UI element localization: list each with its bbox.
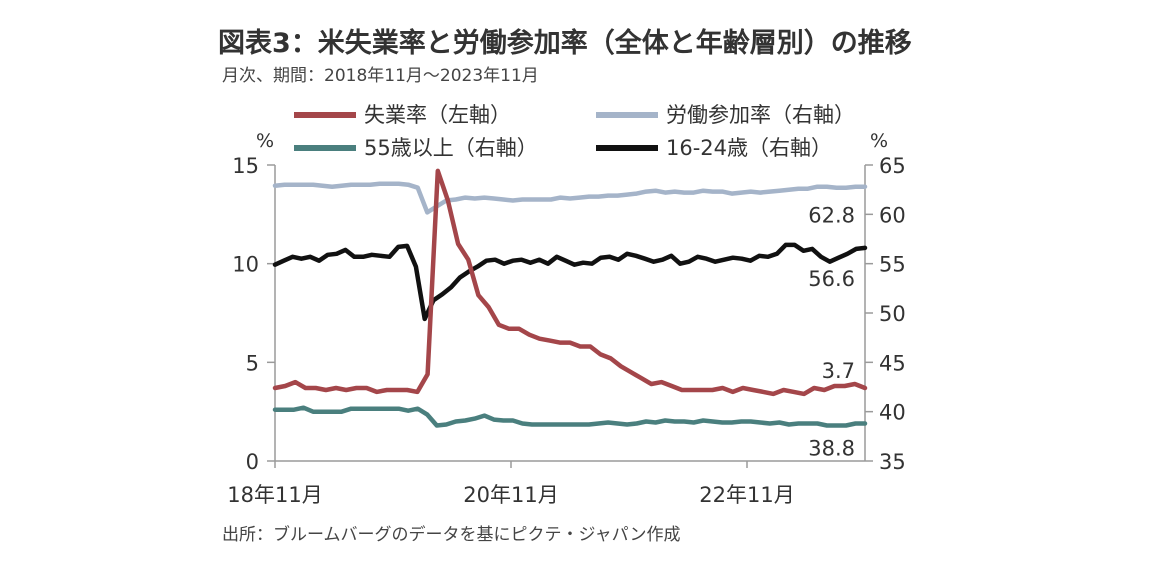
right-tick-label: 65 (879, 154, 906, 178)
left-tick-label: 10 (232, 253, 259, 277)
x-axis-ticks: 18年11月 20年11月 22年11月 (227, 461, 795, 507)
series-line-0 (272, 168, 868, 397)
right-tick-label: 35 (879, 450, 906, 474)
end-label-3: 56.6 (808, 267, 855, 291)
left-tick-label: 5 (246, 351, 259, 375)
chart-subtitle: 月次、期間：2018年11月～2023年11月 (222, 66, 539, 86)
left-axis-ticks: 0 5 10 15 (232, 154, 275, 474)
legend-label-1: 労働参加率（右軸） (666, 103, 855, 127)
x-tick-label: 20年11月 (463, 483, 558, 507)
right-tick-label: 60 (879, 203, 906, 227)
x-tick-label: 22年11月 (699, 483, 794, 507)
right-axis-ticks: 35 40 45 50 55 60 65 (865, 154, 906, 474)
end-label-2: 38.8 (808, 437, 855, 461)
left-tick-label: 0 (246, 450, 259, 474)
series-layer (272, 168, 868, 428)
right-axis-unit: % (870, 130, 888, 152)
plot-area: 0 5 10 15 35 40 45 50 55 60 65 18年11月 20年11月 22年11月… (227, 154, 905, 507)
legend: 失業率（左軸） 労働参加率（右軸） 55歳以上（右軸） 16-24歳（右軸） (294, 103, 855, 160)
left-tick-label: 15 (232, 154, 259, 178)
right-tick-label: 50 (879, 302, 906, 326)
series-line-2 (272, 405, 868, 428)
legend-label-2: 55歳以上（右軸） (364, 136, 538, 160)
legend-label-0: 失業率（左軸） (364, 103, 511, 127)
end-label-0: 3.7 (822, 359, 855, 383)
end-labels: 3.7 62.8 38.8 56.6 (808, 204, 855, 461)
source-note: 出所：ブルームバーグのデータを基にピクテ・ジャパン作成 (222, 524, 681, 545)
left-axis-unit: % (256, 130, 274, 152)
right-tick-label: 40 (879, 401, 906, 425)
legend-label-3: 16-24歳（右軸） (666, 136, 832, 160)
chart-title: 図表3：米失業率と労働参加率（全体と年齢層別）の推移 (218, 27, 912, 59)
series-line-1 (272, 181, 868, 215)
x-tick-label: 18年11月 (227, 483, 322, 507)
end-label-1: 62.8 (808, 204, 855, 228)
series-line-3 (272, 242, 868, 322)
right-tick-label: 45 (879, 351, 906, 375)
right-tick-label: 55 (879, 253, 906, 277)
